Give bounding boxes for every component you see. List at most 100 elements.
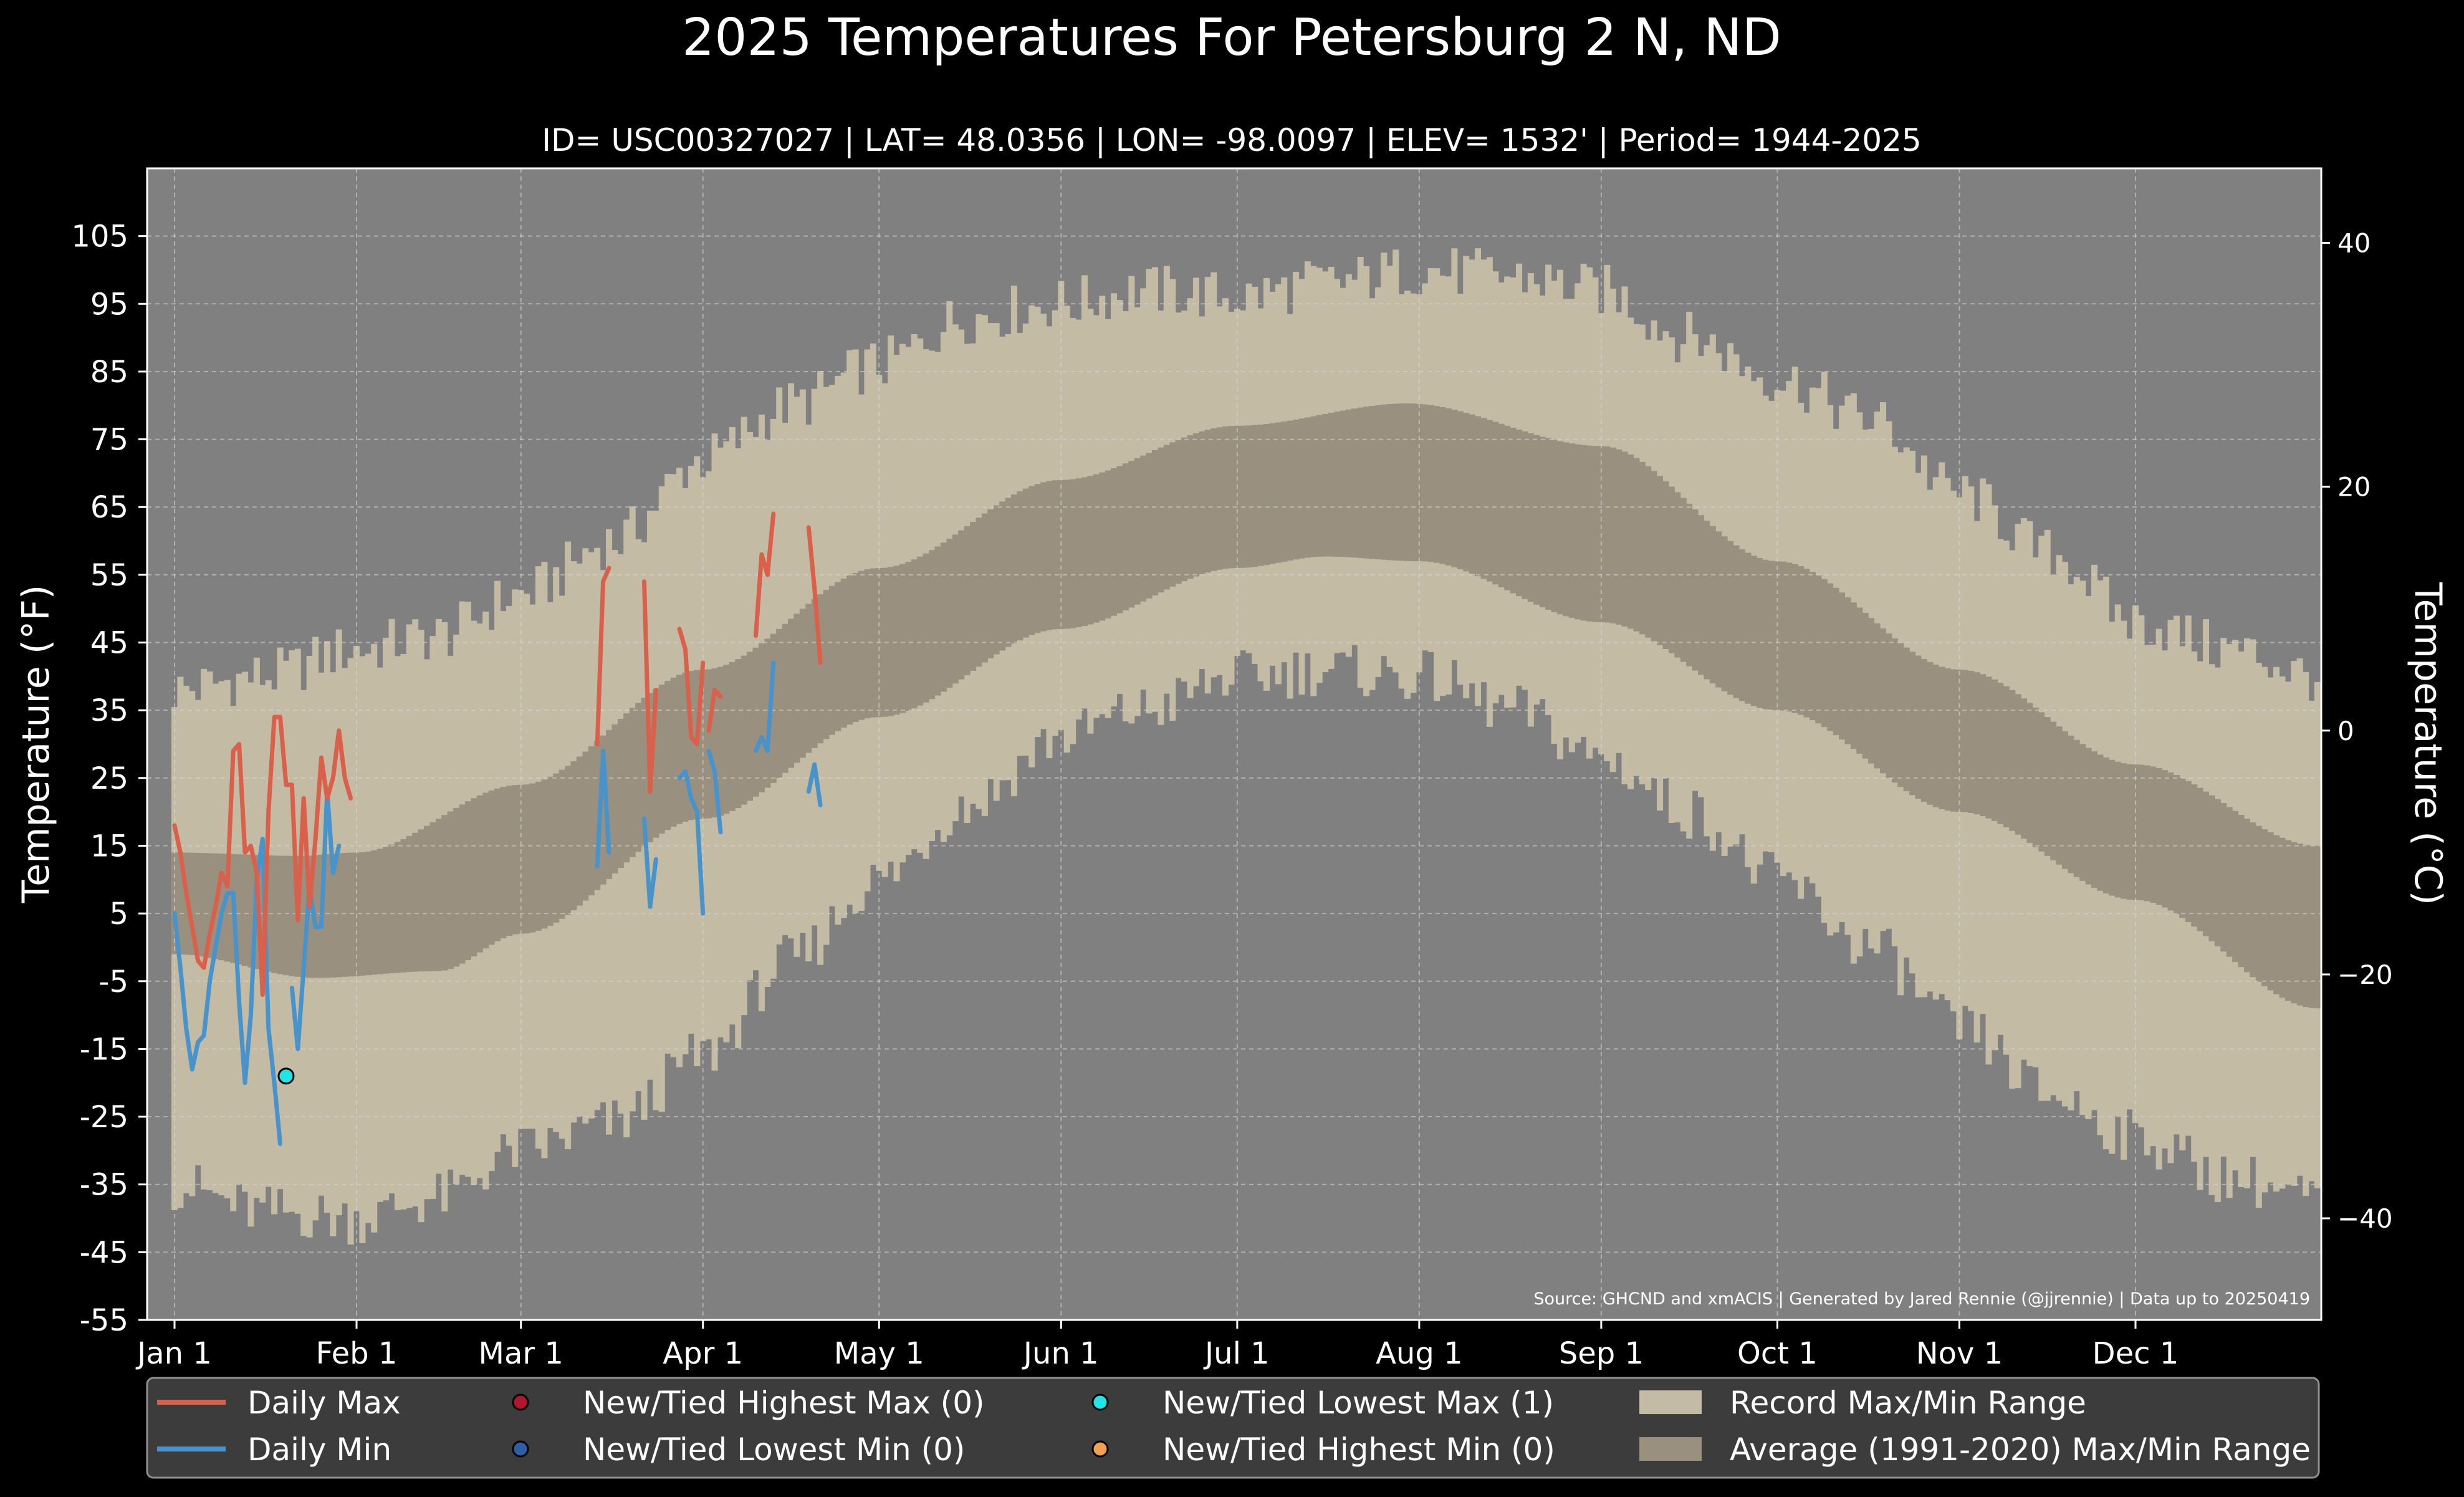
normal-range-bar — [488, 790, 495, 945]
normal-range-bar — [1939, 667, 1945, 809]
normal-range-bar — [324, 854, 330, 978]
normal-range-bar — [1920, 658, 1927, 802]
daily-max-line-segment — [642, 579, 658, 794]
normal-range-bar — [1803, 569, 1810, 718]
normal-range-bar — [1393, 403, 1399, 561]
normal-range-bar — [1686, 503, 1693, 667]
y-tick-label-f: 5 — [109, 897, 128, 931]
normal-range-bar — [2085, 748, 2092, 885]
normal-range-bar — [987, 509, 994, 658]
normal-range-bar — [1081, 477, 1088, 627]
normal-range-bar — [1991, 679, 1998, 821]
normal-range-bar — [194, 852, 201, 956]
legend-swatch-patch — [1639, 1437, 1702, 1461]
normal-range-bar — [917, 556, 924, 706]
normal-range-bar — [840, 578, 847, 728]
daily-min-line-segment — [642, 816, 658, 909]
normal-range-bar — [1850, 602, 1857, 749]
y-tick-label-f: 65 — [90, 490, 128, 525]
normal-range-bar — [506, 786, 512, 936]
daily-min-line-segment — [172, 837, 282, 1146]
legend: Daily Max Daily Min New/Tied Highest Max (… — [146, 1377, 2320, 1479]
normal-range-bar — [2173, 775, 2180, 914]
normal-range-bar — [1304, 417, 1311, 558]
normal-range-bar — [2097, 754, 2104, 891]
normal-range-bar — [2308, 845, 2315, 1008]
legend-label: New/Tied Lowest Max (1) — [1162, 1385, 1554, 1421]
normal-range-bar — [2203, 791, 2210, 936]
normal-range-bar — [259, 855, 266, 971]
normal-range-bar — [171, 852, 178, 955]
normal-range-bar — [1351, 408, 1358, 558]
normal-range-bar — [1915, 655, 1922, 799]
normal-range-bar — [1087, 476, 1094, 625]
normal-range-bar — [441, 815, 448, 971]
normal-range-bar — [277, 855, 284, 975]
normal-range-bar — [1674, 492, 1681, 658]
normal-range-bar — [1075, 478, 1082, 628]
normal-range-bar — [376, 849, 383, 975]
normal-range-bar — [1704, 521, 1710, 680]
normal-range-bar — [1745, 552, 1752, 704]
normal-range-bar — [1545, 438, 1552, 610]
normal-range-bar — [911, 559, 918, 709]
normal-range-bar — [1504, 425, 1511, 590]
normal-range-bar — [1827, 583, 1834, 731]
normal-range-bar — [300, 855, 307, 978]
normal-range-bar — [2214, 799, 2221, 946]
normal-range-bar — [1310, 416, 1317, 557]
normal-range-bar — [1046, 481, 1053, 630]
normal-range-bar — [494, 788, 501, 941]
normal-range-bar — [1932, 665, 1939, 807]
y-tick-label-f: 85 — [90, 355, 128, 390]
normal-range-bar — [2167, 772, 2174, 911]
legend-label: New/Tied Lowest Min (0) — [583, 1432, 965, 1468]
normal-range-bar — [529, 783, 536, 933]
normal-range-bar — [1879, 628, 1886, 774]
normal-range-bar — [1762, 559, 1769, 710]
legend-item: Daily Max — [157, 1385, 401, 1421]
normal-range-bar — [782, 623, 789, 773]
normal-range-bar — [964, 526, 971, 675]
normal-range-bar — [741, 655, 747, 805]
normal-range-bar — [852, 572, 859, 722]
normal-range-bar — [1563, 442, 1570, 617]
normal-range-bar — [2150, 766, 2157, 903]
normal-range-bar — [1146, 453, 1153, 599]
x-tick-label: Mar 1 — [479, 1336, 563, 1371]
normal-range-bar — [1627, 455, 1634, 629]
normal-range-bar — [1592, 446, 1599, 622]
normal-range-bar — [189, 852, 196, 955]
normal-range-bar — [1962, 670, 1968, 812]
normal-range-bar — [864, 569, 871, 719]
normal-range-bar — [1668, 486, 1675, 653]
legend-label: Record Max/Min Range — [1730, 1385, 2086, 1421]
normal-range-bar — [588, 746, 595, 896]
daily-max-line-segment — [172, 715, 353, 997]
normal-range-bar — [342, 852, 348, 977]
normal-range-bar — [1862, 612, 1869, 759]
normal-range-bar — [1322, 414, 1329, 557]
daily-max-line-segment — [595, 566, 611, 746]
daily-min-line-segment — [595, 748, 611, 869]
normal-range-bar — [236, 854, 242, 965]
normal-range-bar — [1980, 674, 1987, 817]
normal-range-bar — [793, 614, 800, 763]
normal-range-bar — [2314, 845, 2321, 1009]
normal-range-bar — [1727, 541, 1734, 695]
normal-range-bar — [905, 562, 912, 711]
normal-range-bar — [758, 643, 765, 792]
normal-range-bar — [1839, 592, 1846, 740]
normal-range-bar — [1533, 435, 1540, 605]
normal-range-bar — [1944, 668, 1951, 811]
normal-range-bar — [388, 844, 395, 973]
normal-range-bar — [1128, 461, 1135, 608]
legend-item: Daily Min — [157, 1432, 391, 1468]
normal-range-bar — [1111, 468, 1118, 616]
normal-range-bar — [1328, 413, 1335, 557]
legend-item: Record Max/Min Range — [1639, 1385, 2086, 1421]
normal-range-bar — [1105, 470, 1111, 619]
normal-range-bar — [1298, 418, 1305, 559]
normal-range-bar — [858, 570, 865, 720]
